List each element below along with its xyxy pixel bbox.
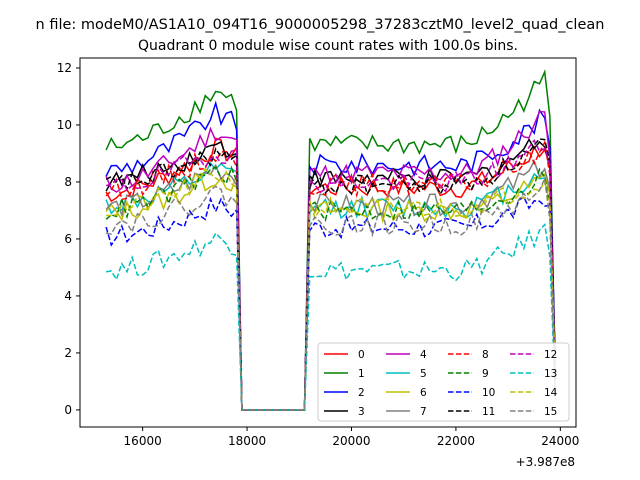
legend-label: 2	[358, 387, 365, 399]
legend-label: 4	[420, 349, 427, 361]
legend-label: 8	[482, 349, 489, 361]
y-tick-label: 8	[64, 175, 72, 189]
legend-label: 9	[482, 368, 489, 380]
x-tick-label: 20000	[332, 434, 370, 448]
legend-label: 5	[420, 368, 427, 380]
y-axis: 0 2 4 6 8 10 12	[57, 61, 80, 417]
legend-label: 6	[420, 387, 427, 399]
x-tick-label: 16000	[124, 434, 162, 448]
legend-label: 10	[482, 387, 495, 399]
plot-area-frame	[79, 57, 577, 428]
series-5-line	[105, 161, 556, 411]
legend-label: 3	[358, 406, 365, 418]
legend-label: 0	[358, 349, 365, 361]
legend-box	[317, 342, 570, 422]
legend-label: 14	[544, 387, 558, 399]
series-14-line	[106, 167, 556, 411]
series-4-line	[105, 110, 556, 411]
x-tick-label: 18000	[228, 434, 266, 448]
series-8-line	[105, 139, 556, 411]
x-axis: 16000 18000 20000 22000 24000	[124, 427, 579, 448]
y-tick-label: 12	[57, 61, 72, 75]
figure-suptitle: n file: modeM0/AS1A10_094T16_9000005298_…	[36, 17, 605, 33]
legend-label: 11	[482, 406, 495, 418]
x-axis-offset-label: +3.987e8	[516, 455, 575, 469]
y-tick-label: 0	[64, 403, 72, 417]
series-15-line	[105, 175, 556, 411]
chart-title: Quadrant 0 module wise count rates with …	[138, 38, 518, 54]
series-3-line	[105, 137, 556, 411]
legend-label: 12	[544, 349, 557, 361]
y-tick-label: 10	[57, 118, 72, 132]
legend-label: 1	[358, 368, 365, 380]
series-10-line	[105, 195, 556, 411]
series-0-line	[105, 137, 556, 411]
legend-label: 13	[544, 368, 557, 380]
legend-label: 7	[420, 406, 427, 418]
series-11-line	[105, 138, 556, 411]
series-12-line	[105, 138, 556, 411]
y-tick-label: 6	[64, 232, 72, 246]
series-1-line	[105, 69, 556, 411]
plot-lines	[105, 69, 556, 411]
y-tick-label: 4	[64, 289, 72, 303]
y-tick-label: 2	[64, 346, 72, 360]
series-6-line	[105, 172, 556, 411]
series-2-line	[105, 100, 556, 411]
x-tick-label: 24000	[541, 434, 579, 448]
x-tick-label: 22000	[437, 434, 475, 448]
legend-label: 15	[544, 406, 557, 418]
